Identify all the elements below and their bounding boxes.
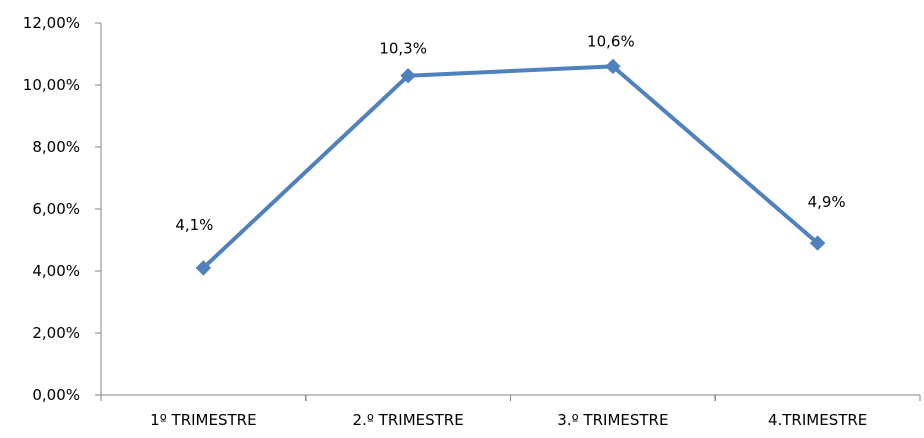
data-label: 10,6%	[587, 32, 635, 50]
y-tick-label: 10,00%	[23, 76, 80, 94]
data-point-marker[interactable]	[605, 58, 621, 75]
y-tick-label: 12,00%	[23, 14, 80, 32]
y-tick-label: 8,00%	[32, 138, 80, 156]
x-axis: 1º TRIMESTRE 2.º TRIMESTRE 3.º TRIMESTRE 4.…	[95, 394, 921, 429]
data-point-marker[interactable]	[809, 235, 826, 251]
series-line	[201, 64, 820, 270]
x-tick-label: 2.º TRIMESTRE	[353, 411, 464, 429]
data-label: 10,3%	[379, 40, 427, 58]
y-axis: 0,00% 2,00% 4,00% 6,00% 8,00% 10,00% 12,00%	[23, 14, 102, 404]
y-tick-label: 2,00%	[32, 324, 80, 342]
y-tick-label: 6,00%	[32, 200, 80, 218]
x-tick-label: 1º TRIMESTRE	[150, 411, 256, 429]
data-label-group: 4,1% 10,3% 10,6% 4,9%	[175, 32, 846, 234]
data-point-marker[interactable]	[195, 260, 212, 276]
y-tick-label: 0,00%	[32, 386, 80, 404]
data-label: 4,1%	[175, 216, 213, 234]
data-label: 4,9%	[808, 193, 846, 211]
series-group	[195, 58, 826, 276]
data-point-marker[interactable]	[400, 67, 416, 84]
x-tick-label: 4.TRIMESTRE	[768, 411, 867, 429]
y-tick-label: 4,00%	[32, 262, 80, 280]
x-tick-label: 3.º TRIMESTRE	[557, 411, 668, 429]
